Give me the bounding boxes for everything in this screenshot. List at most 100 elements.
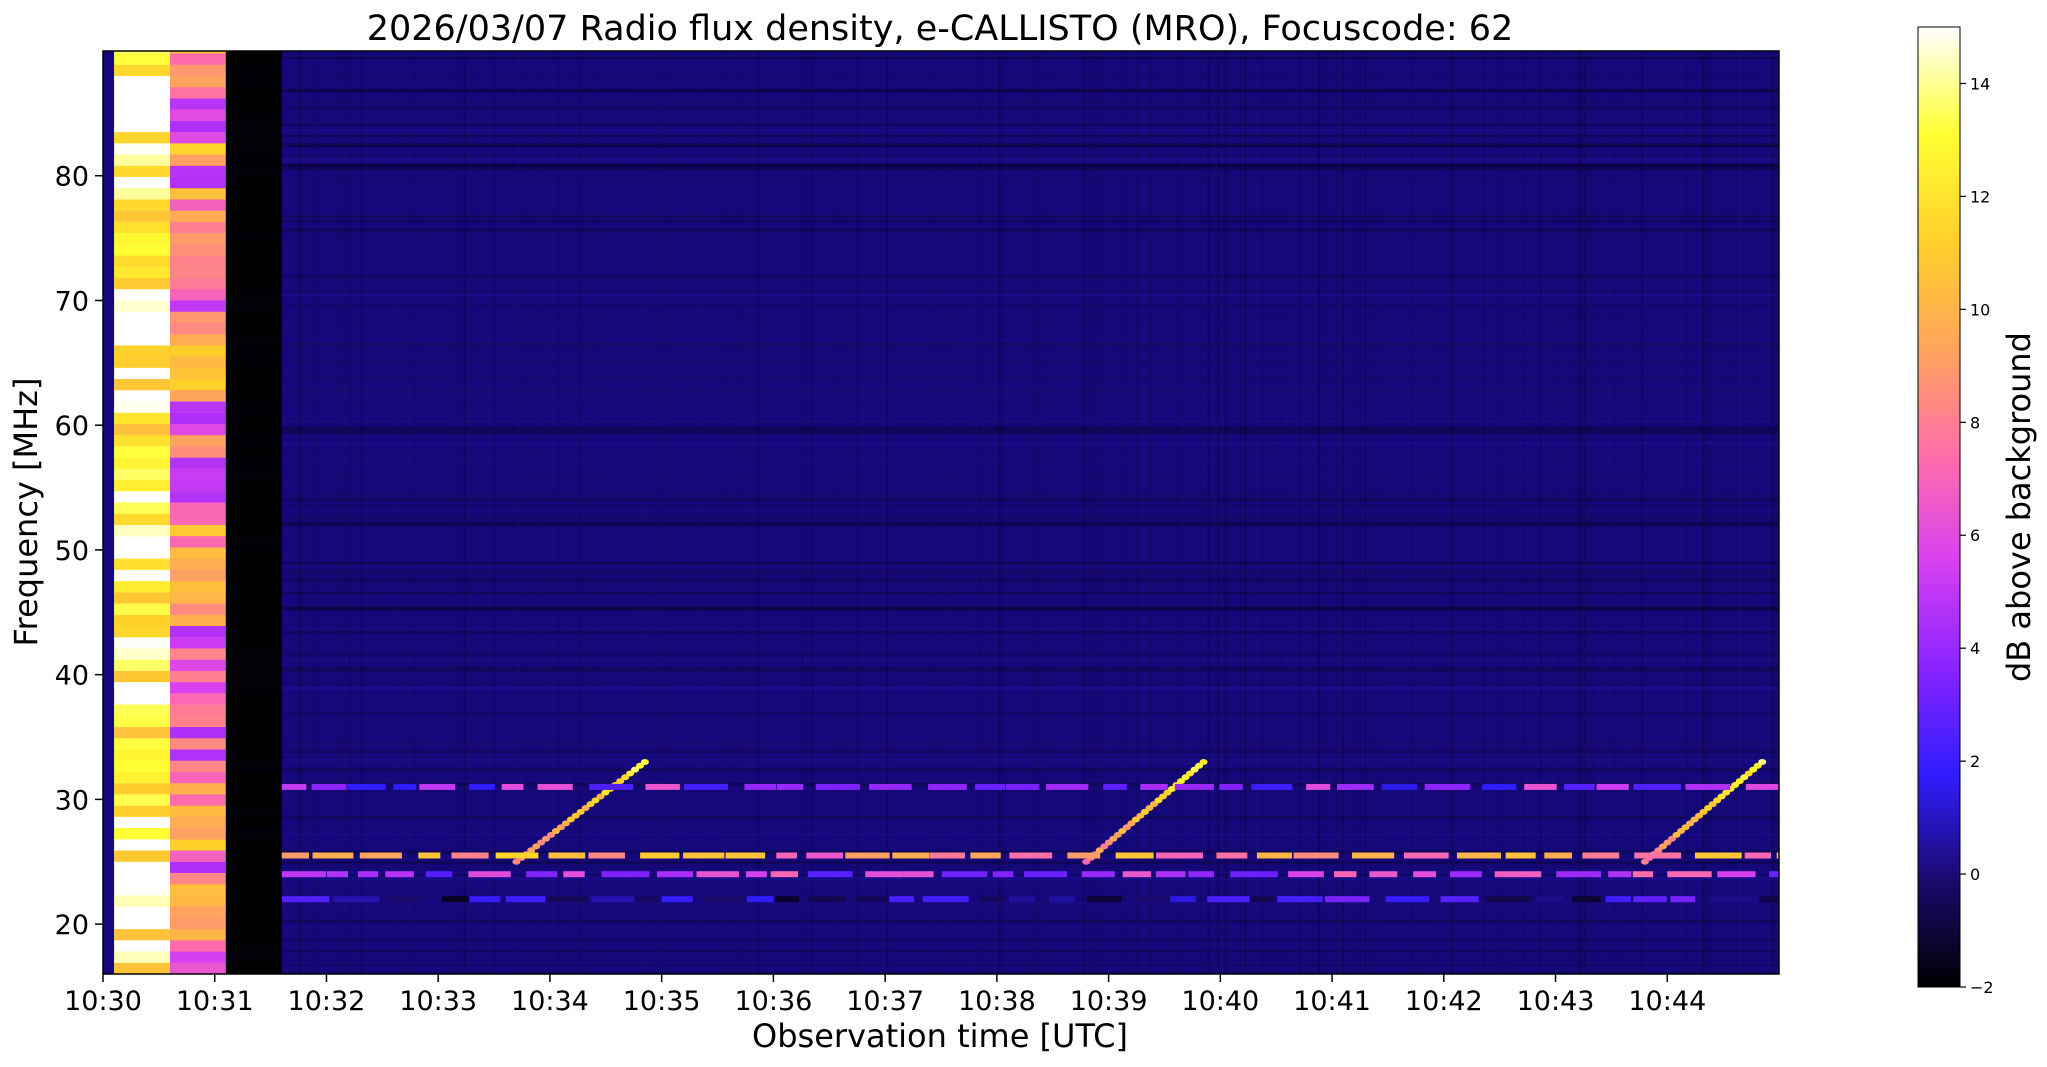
- narrowband-segment: [1136, 896, 1165, 903]
- texture-stripe: [757, 51, 760, 974]
- narrowband-segment: [683, 852, 725, 859]
- texture-band: [281, 592, 1779, 595]
- interference-band: [225, 895, 282, 907]
- texture-stripe: [1136, 51, 1139, 974]
- interference-band: [170, 221, 226, 234]
- interference-band: [170, 502, 226, 514]
- interference-band: [114, 917, 171, 930]
- interference-band: [225, 648, 282, 660]
- burst-point: [1758, 758, 1767, 765]
- texture-stripe: [312, 51, 316, 974]
- texture-stripe: [1686, 51, 1689, 974]
- narrowband-segment: [1449, 871, 1482, 878]
- interference-band: [170, 693, 226, 705]
- texture-stripe: [493, 51, 496, 974]
- texture-band: [281, 155, 1779, 158]
- texture-band: [281, 459, 1779, 464]
- narrowband-segment: [469, 896, 501, 903]
- texture-band: [281, 304, 1779, 307]
- burst-point: [1118, 828, 1127, 835]
- narrowband-segment: [1256, 852, 1293, 859]
- burst-point: [1100, 843, 1109, 850]
- narrowband-segment: [704, 896, 743, 903]
- texture-band: [281, 377, 1779, 380]
- interference-band: [225, 300, 282, 312]
- interference-band: [114, 715, 171, 728]
- texture-stripe: [348, 51, 350, 974]
- burst-point: [1749, 766, 1758, 773]
- interference-band: [114, 244, 171, 256]
- interference-column: [114, 51, 171, 974]
- burst-point: [1149, 801, 1158, 808]
- x-axis-label: Observation time [UTC]: [752, 1017, 1128, 1055]
- interference-band: [170, 154, 226, 166]
- texture-stripe: [473, 51, 476, 974]
- texture-band: [281, 426, 1779, 431]
- texture-stripe: [460, 51, 463, 974]
- interference-band: [170, 614, 226, 627]
- narrowband-segment: [656, 871, 694, 878]
- interference-band: [225, 345, 282, 357]
- burst-point: [1704, 805, 1713, 812]
- burst-point: [542, 835, 551, 842]
- interference-band: [225, 468, 282, 481]
- interference-band: [225, 547, 282, 559]
- narrowband-segment: [359, 852, 402, 859]
- texture-stripe: [1239, 51, 1242, 974]
- narrowband-segment: [1230, 871, 1278, 878]
- texture-band: [281, 93, 1779, 96]
- texture-stripe: [756, 51, 759, 974]
- texture-stripe: [1558, 51, 1561, 974]
- texture-stripe: [657, 51, 659, 974]
- texture-band: [281, 497, 1779, 501]
- narrowband-segment: [419, 783, 456, 790]
- texture-stripe: [1364, 51, 1367, 974]
- interference-band: [114, 816, 171, 829]
- narrowband-segment: [1045, 783, 1089, 790]
- interference-band: [170, 289, 226, 301]
- texture-stripe: [598, 51, 600, 974]
- texture-stripe: [725, 51, 729, 974]
- texture-stripe: [1097, 51, 1100, 974]
- interference-band: [170, 637, 226, 649]
- spectrogram-texture: [281, 51, 1779, 974]
- texture-stripe: [1579, 51, 1583, 974]
- interference-band: [114, 693, 171, 705]
- interference-band: [114, 828, 171, 840]
- x-tick-label: 10:36: [734, 986, 812, 1017]
- texture-band: [281, 215, 1779, 219]
- texture-stripe: [1541, 51, 1543, 974]
- narrowband-segment: [928, 783, 967, 790]
- y-tick-label: 50: [55, 536, 89, 567]
- narrowband-segment: [418, 852, 441, 859]
- texture-stripe: [1620, 51, 1623, 974]
- interference-band: [225, 278, 282, 290]
- interference-band: [114, 648, 171, 660]
- burst-point: [631, 766, 640, 773]
- burst-point: [586, 801, 595, 808]
- texture-band: [281, 712, 1779, 715]
- x-tick-label: 10:42: [1405, 986, 1483, 1017]
- texture-stripe: [557, 51, 561, 974]
- interference-band: [114, 51, 171, 54]
- interference-band: [170, 861, 226, 873]
- interference-band: [114, 805, 171, 817]
- interference-band: [170, 929, 226, 941]
- colorbar-tick-label: −2: [1970, 978, 1994, 997]
- interference-band: [225, 558, 282, 570]
- interference-band: [170, 895, 226, 907]
- interference-band: [225, 154, 282, 166]
- texture-band: [281, 106, 1779, 110]
- interference-band: [225, 98, 282, 110]
- texture-band: [281, 292, 1779, 297]
- burst-point: [512, 858, 521, 865]
- narrowband-segment: [281, 871, 326, 878]
- interference-band: [170, 850, 226, 862]
- narrowband-segment: [1556, 871, 1602, 878]
- narrowband-segment: [1544, 852, 1572, 859]
- burst-point: [571, 812, 580, 819]
- texture-band: [281, 742, 1779, 745]
- texture-stripe: [578, 51, 580, 974]
- narrowband-segment: [744, 783, 777, 790]
- texture-stripe: [1497, 51, 1500, 974]
